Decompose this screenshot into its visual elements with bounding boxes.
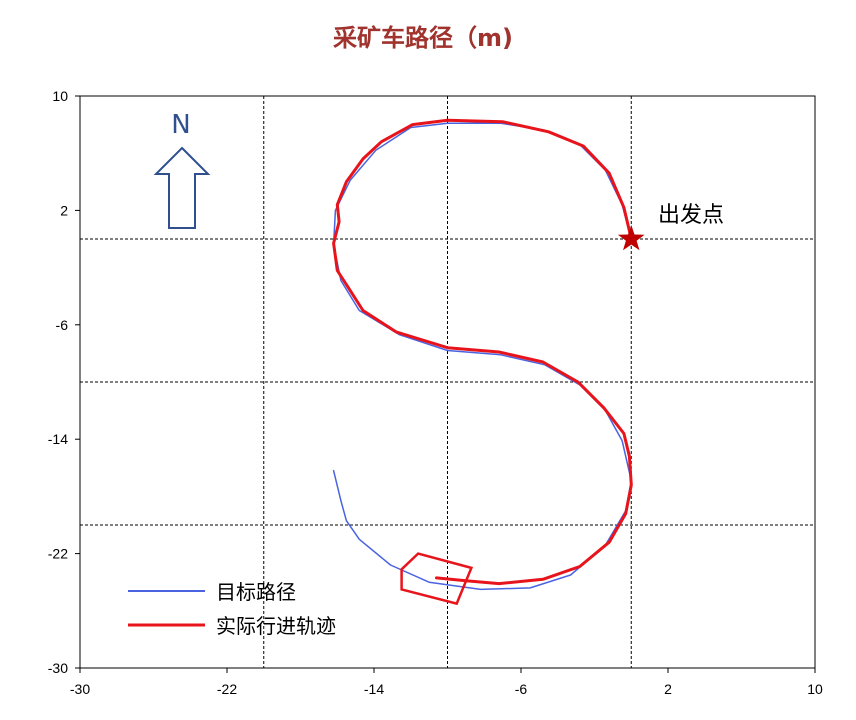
north-arrow: N: [153, 110, 211, 229]
plot-frame: [79, 95, 816, 669]
start-label: 出发点: [658, 203, 724, 228]
x-tick-label: -6: [515, 681, 528, 697]
series-layer: [332, 118, 633, 606]
x-tick-label: 10: [807, 681, 823, 697]
x-tick-label: -30: [70, 681, 90, 697]
chart-title: 采矿车路径（m): [333, 24, 513, 52]
x-tick-label: -14: [364, 681, 384, 697]
y-tick-label: -30: [48, 660, 68, 676]
actual-path-line: [332, 118, 633, 586]
y-tick-label: 10: [52, 88, 68, 104]
y-tick-label: -6: [56, 317, 69, 333]
star-icon: [617, 225, 645, 251]
legend-label-actual: 实际行进轨迹: [216, 614, 336, 638]
legend-label-target: 目标路径: [216, 580, 296, 604]
vehicle-outline: [400, 552, 474, 606]
north-label: N: [171, 110, 190, 140]
y-tick-label: 2: [60, 202, 68, 218]
x-tick-label: 2: [664, 681, 672, 697]
legend: 目标路径 实际行进轨迹: [128, 580, 336, 638]
grid: [80, 96, 815, 668]
axis-ticks: -30 -22 -14 -6 2 10 -30 -22 -14 -6 2 10: [48, 88, 823, 697]
target-path-line: [332, 122, 633, 591]
x-tick-label: -22: [217, 681, 237, 697]
arrow-up-icon: [153, 146, 211, 229]
start-point: 出发点: [617, 203, 724, 251]
y-tick-label: -22: [48, 546, 68, 562]
y-tick-label: -14: [48, 431, 68, 447]
